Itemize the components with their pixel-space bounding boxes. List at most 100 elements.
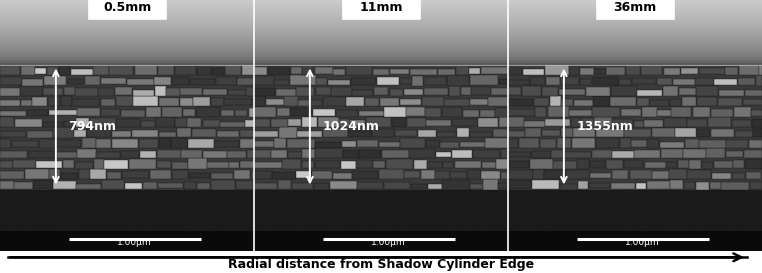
Bar [421,97,443,106]
Bar [508,3,762,5]
Bar [714,79,737,85]
Bar [540,139,555,148]
Text: 11mm: 11mm [359,1,403,14]
Bar [508,61,762,63]
Bar [472,87,491,96]
Bar [63,121,76,127]
Bar [749,140,762,148]
Bar [0,55,254,57]
Bar [21,79,43,85]
Bar [508,6,762,8]
Bar [560,183,578,189]
Bar [589,183,610,188]
Bar [508,50,762,52]
Bar [482,162,496,168]
Bar [581,118,594,127]
Bar [142,182,158,189]
Bar [0,29,254,31]
Bar [254,43,508,45]
Bar [189,173,210,178]
Bar [0,34,254,35]
Bar [350,120,365,126]
Bar [508,40,762,42]
Bar [0,131,26,137]
Bar [188,158,207,169]
Bar [508,55,762,57]
Bar [129,159,156,169]
Bar [392,117,406,127]
Bar [76,184,101,189]
Bar [352,171,378,179]
Bar [203,120,220,127]
Bar [669,169,687,179]
Bar [0,43,254,45]
Bar [254,0,508,2]
Bar [210,180,235,189]
Bar [594,69,606,74]
Bar [427,162,442,168]
Bar [714,161,733,168]
Bar [744,90,762,96]
Bar [157,150,181,158]
Bar [357,140,378,147]
Bar [187,139,213,147]
Bar [254,1,508,3]
Bar [248,108,254,117]
Bar [508,14,762,16]
Bar [109,66,133,75]
Bar [606,67,625,75]
Bar [524,121,545,127]
Bar [657,110,671,116]
Bar [0,61,254,63]
Text: 1.00μm: 1.00μm [371,238,406,247]
Bar [508,25,762,28]
Bar [101,99,116,106]
Bar [523,69,544,75]
Bar [508,109,535,116]
Bar [743,99,762,105]
Bar [648,181,670,189]
Bar [254,20,508,23]
Bar [159,138,171,148]
Bar [508,24,762,26]
Bar [696,97,717,106]
Bar [404,89,423,95]
Bar [562,99,573,106]
Bar [631,140,647,147]
Bar [426,120,451,126]
Bar [675,128,696,137]
Bar [254,65,508,189]
Bar [641,66,662,75]
Bar [711,109,732,117]
Bar [384,182,409,189]
Bar [43,121,63,127]
Bar [452,119,478,126]
Bar [229,162,239,168]
Bar [94,159,104,168]
Bar [216,78,236,85]
Bar [356,160,373,168]
Bar [59,66,70,75]
Bar [0,58,254,60]
Bar [0,48,254,50]
Bar [508,152,531,158]
Bar [254,3,508,5]
Bar [290,108,312,116]
Text: 794nm: 794nm [69,120,117,133]
Bar [0,51,254,54]
Bar [577,159,589,168]
Bar [710,182,721,189]
Bar [62,160,74,168]
Bar [271,118,287,126]
Bar [401,99,421,105]
Bar [652,171,669,179]
Bar [642,107,657,117]
Bar [457,128,469,137]
Bar [174,66,196,75]
Bar [546,119,570,126]
Bar [0,182,14,189]
Bar [287,139,315,148]
Bar [162,107,182,117]
Bar [508,53,762,55]
Bar [629,170,652,179]
